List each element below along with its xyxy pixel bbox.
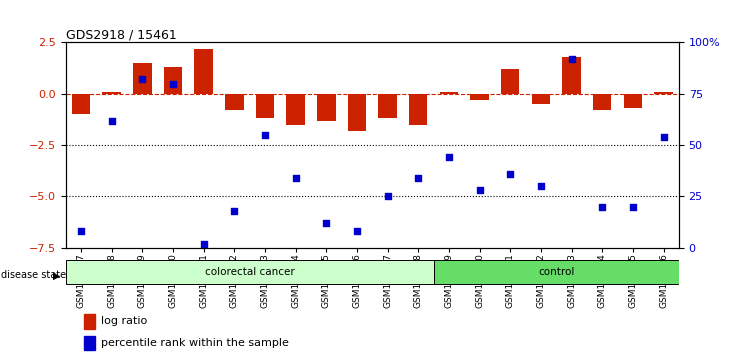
Point <box>290 175 301 181</box>
Bar <box>623 94 642 108</box>
Bar <box>531 94 550 104</box>
Point <box>137 76 148 82</box>
Bar <box>194 48 213 94</box>
Point <box>474 188 485 193</box>
Bar <box>102 92 121 94</box>
Text: log ratio: log ratio <box>101 316 147 326</box>
Bar <box>654 92 673 94</box>
Text: GDS2918 / 15461: GDS2918 / 15461 <box>66 28 177 41</box>
Bar <box>164 67 182 94</box>
Point <box>535 183 547 189</box>
Text: control: control <box>538 267 575 277</box>
Bar <box>378 94 397 119</box>
Point <box>198 241 210 246</box>
Bar <box>317 94 336 120</box>
Bar <box>409 94 428 125</box>
Bar <box>72 94 91 114</box>
Point <box>259 132 271 138</box>
Point <box>167 81 179 86</box>
Point <box>596 204 608 210</box>
Point <box>658 134 669 140</box>
Text: colorectal cancer: colorectal cancer <box>205 267 294 277</box>
Bar <box>470 94 489 100</box>
Bar <box>225 94 244 110</box>
Bar <box>84 336 95 350</box>
Text: percentile rank within the sample: percentile rank within the sample <box>101 338 289 348</box>
Point <box>320 220 332 226</box>
Point <box>566 56 577 62</box>
Point <box>106 118 118 123</box>
Bar <box>255 94 274 119</box>
Point <box>228 208 240 214</box>
Bar <box>286 94 305 125</box>
Text: disease state: disease state <box>1 270 66 280</box>
Bar <box>347 94 366 131</box>
Bar <box>66 260 434 284</box>
Bar <box>562 57 581 94</box>
Point <box>627 204 639 210</box>
Text: ▶: ▶ <box>53 270 60 280</box>
Point <box>412 175 424 181</box>
Point <box>382 194 393 199</box>
Bar <box>133 63 152 94</box>
Bar <box>434 260 679 284</box>
Bar <box>501 69 520 94</box>
Point <box>504 171 516 177</box>
Point <box>75 229 87 234</box>
Point <box>351 229 363 234</box>
Bar <box>593 94 612 110</box>
Bar <box>439 92 458 94</box>
Point <box>443 155 455 160</box>
Bar <box>84 314 95 329</box>
